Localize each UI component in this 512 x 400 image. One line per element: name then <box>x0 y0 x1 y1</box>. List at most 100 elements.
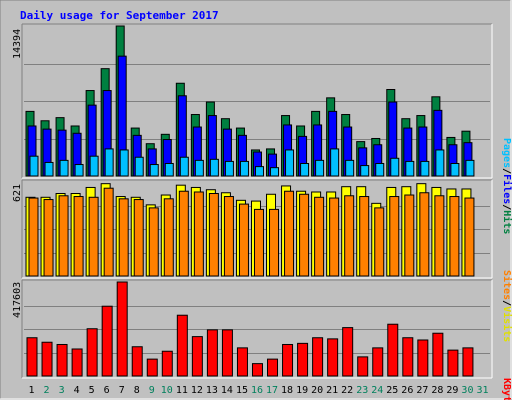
day-label: 2 <box>44 385 50 396</box>
kbytes-bar <box>71 348 83 377</box>
kbytes-bar <box>41 341 53 377</box>
day-label: 31 <box>476 385 488 396</box>
pages-bar <box>300 162 310 177</box>
hits-files-pages-panel <box>25 25 475 177</box>
legend-files: Files <box>501 174 512 204</box>
day-label: 29 <box>446 385 458 396</box>
pages-bar <box>285 149 295 177</box>
pages-bar <box>224 160 234 177</box>
sites-bar <box>299 193 310 277</box>
sites-bar <box>43 199 54 277</box>
kbytes-bar <box>56 343 68 377</box>
pages-bar <box>330 148 340 177</box>
pages-bar <box>209 158 219 177</box>
panel3-scale-label: 417603 <box>12 282 23 318</box>
kbytes-bar <box>86 328 98 377</box>
kbytes-bar <box>101 305 113 377</box>
sites-bar <box>344 195 355 277</box>
day-label: 22 <box>341 385 353 396</box>
sites-bar <box>178 190 189 277</box>
pages-bar <box>345 159 355 177</box>
kbytes-bar <box>447 349 459 377</box>
day-label: 8 <box>134 385 140 396</box>
pages-bar <box>164 162 174 177</box>
legend-separator: / <box>501 204 512 210</box>
pages-bar <box>104 148 114 177</box>
kbytes-bar <box>342 327 354 377</box>
legend-sites: Sites <box>501 270 512 300</box>
day-label: 1 <box>29 385 35 396</box>
pages-bar <box>44 161 54 177</box>
pages-bar <box>119 149 129 177</box>
sites-bar <box>434 195 445 277</box>
day-label: 10 <box>161 385 173 396</box>
legend-visits-sites: Sites/Visits <box>501 270 512 342</box>
sites-bar <box>208 193 219 277</box>
kbytes-bar <box>357 356 369 377</box>
kbytes-bar <box>282 343 294 377</box>
legend-separator: / <box>501 168 512 174</box>
pages-bar <box>59 159 69 177</box>
pages-bar <box>420 160 430 177</box>
day-label: 9 <box>149 385 155 396</box>
sites-bar <box>284 190 295 277</box>
sites-bar <box>404 194 415 277</box>
legend-hits-files-pages: Pages/Files/Hits <box>501 138 512 234</box>
day-label: 23 <box>356 385 368 396</box>
kbytes-bar <box>221 329 233 377</box>
kbytes-bar <box>116 281 128 377</box>
day-label: 18 <box>281 385 293 396</box>
legend-pages: Pages <box>501 138 512 168</box>
sites-bar <box>464 197 475 277</box>
sites-bar <box>389 196 400 277</box>
kbytes-bar <box>176 314 188 377</box>
pages-bar <box>74 164 84 177</box>
pages-bar <box>405 160 415 177</box>
kbytes-bar <box>191 336 203 377</box>
visits-sites-panel <box>25 183 475 277</box>
sites-bar <box>223 196 234 277</box>
day-label: 25 <box>386 385 398 396</box>
kbytes-bar <box>251 363 263 377</box>
pages-bar <box>270 167 280 177</box>
sites-bar <box>449 196 460 277</box>
day-label: 13 <box>206 385 218 396</box>
sites-bar <box>133 199 144 277</box>
panel1-scale-label: 14394 <box>12 29 23 59</box>
kbytes-bar <box>327 338 339 377</box>
kbytes-bar <box>372 347 384 377</box>
day-label: 6 <box>104 385 110 396</box>
day-label: 14 <box>221 385 233 396</box>
day-label: 26 <box>401 385 413 396</box>
pages-bar <box>375 162 385 177</box>
day-label: 4 <box>74 385 80 396</box>
day-label: 21 <box>326 385 338 396</box>
sites-bar <box>163 198 174 277</box>
sites-bar <box>103 187 114 277</box>
pages-bar <box>254 166 264 177</box>
sites-bar <box>253 208 264 277</box>
kbytes-bar <box>312 337 324 377</box>
pages-bar <box>179 156 189 177</box>
sites-bar <box>28 197 39 277</box>
kbytes-bar <box>146 358 158 377</box>
pages-bar <box>149 164 159 177</box>
day-axis: 1 2 3 4 5 6 7 8 9 10 11 12 13 14 15 16 17 18 19 20 21 22 23 24 2… <box>29 385 489 396</box>
legend-visits: Visits <box>501 306 512 342</box>
day-label: 28 <box>431 385 443 396</box>
pages-bar <box>450 162 460 177</box>
legend-kbytes: KBytes <box>501 378 512 400</box>
sites-bar <box>329 197 340 277</box>
day-label: 5 <box>89 385 95 396</box>
chart-title: Daily usage for September 2017 <box>20 9 219 22</box>
kbytes-bar <box>402 337 414 377</box>
sites-bar <box>193 191 204 277</box>
pages-bar <box>194 159 204 177</box>
sites-bar <box>238 203 249 277</box>
pages-bar <box>134 156 144 177</box>
sites-bar <box>118 198 129 277</box>
kbytes-bar <box>267 358 279 377</box>
sites-bar <box>359 196 370 277</box>
kbytes-bar <box>161 350 173 377</box>
